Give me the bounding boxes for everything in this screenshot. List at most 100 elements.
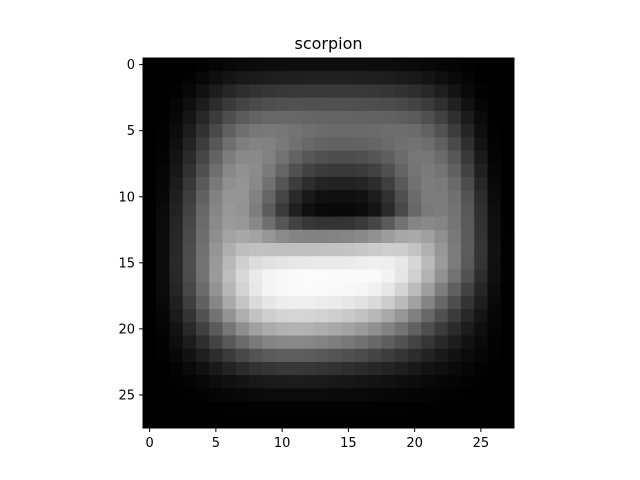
heatmap-cell [143,256,157,270]
heatmap-cell [341,71,356,85]
heatmap-cell [209,203,223,217]
heatmap-cell [169,375,184,389]
heatmap-cell [169,203,184,217]
heatmap-cell [421,243,435,257]
heatmap-cell [156,243,170,257]
heatmap-cell [447,335,462,350]
heatmap-cell [434,322,449,336]
heatmap-cell [182,243,197,257]
heatmap-cell [341,388,356,402]
heatmap-cell [394,84,409,99]
heatmap-cell [394,150,409,165]
heatmap-cell [288,190,303,204]
heatmap-cell [288,256,303,270]
heatmap-cell [474,282,488,297]
heatmap-cell [461,361,475,376]
heatmap-cell [169,163,184,178]
heatmap-cell [182,190,197,204]
heatmap-cell [461,58,475,72]
heatmap-cell [222,401,237,416]
heatmap-cell [408,401,422,416]
heatmap-cell [381,269,396,284]
heatmap-cell [249,243,263,257]
heatmap-cell [249,190,263,204]
y-tick-label: 10 [118,190,135,205]
heatmap-cell [156,190,170,204]
heatmap-cell [275,322,290,336]
heatmap-cell [262,58,276,72]
heatmap-cell [355,229,369,244]
heatmap-cell [182,163,197,178]
heatmap-cell [394,256,409,270]
heatmap-cell [381,243,396,257]
heatmap-cell [302,322,316,336]
heatmap-cell [196,295,210,310]
heatmap-cell [262,150,276,165]
heatmap-cell [381,295,396,310]
heatmap-cell [487,190,502,204]
heatmap-cell [355,256,369,270]
heatmap-cell [156,348,170,363]
heatmap-cell [381,58,396,72]
heatmap-cell [222,176,237,191]
heatmap-cell [500,361,515,376]
heatmap-cell [169,216,184,231]
heatmap-cell [222,150,237,165]
heatmap-cell [500,256,515,270]
heatmap-cell [143,110,157,125]
heatmap-cell [315,203,329,217]
heatmap-cell [262,361,276,376]
heatmap-cell [474,216,488,231]
heatmap-cell [461,137,475,151]
heatmap-cell [474,110,488,125]
heatmap-cell [461,190,475,204]
heatmap-cell [209,256,223,270]
heatmap-cell [156,361,170,376]
heatmap-cell [235,375,250,389]
heatmap-cell [275,348,290,363]
heatmap-cell [394,203,409,217]
heatmap-cell [222,243,237,257]
heatmap-cell [209,124,223,138]
heatmap-cell [328,137,343,151]
heatmap-cell [447,124,462,138]
heatmap-cell [182,124,197,138]
heatmap-cell [368,361,382,376]
heatmap-cell [474,150,488,165]
heatmap-cell [394,401,409,416]
x-tick-label: 10 [274,436,291,451]
heatmap-cell [288,97,303,112]
heatmap-cell [474,348,488,363]
heatmap-cell [421,190,435,204]
heatmap-cell [249,84,263,99]
heatmap-cell [262,401,276,416]
heatmap-cell [447,295,462,310]
heatmap-cell [341,322,356,336]
heatmap-cell [500,309,515,323]
heatmap-cell [487,229,502,244]
heatmap-cell [235,137,250,151]
heatmap-cell [474,401,488,416]
heatmap-cell [249,58,263,72]
heatmap-cell [341,176,356,191]
heatmap-cell [275,256,290,270]
heatmap-cell [474,269,488,284]
heatmap-cell [182,203,197,217]
heatmap-cell [249,401,263,416]
heatmap-cell [182,309,197,323]
heatmap-cell [328,388,343,402]
heatmap-cell [487,335,502,350]
heatmap-cell [288,282,303,297]
heatmap-cell [500,295,515,310]
heatmap-cell [368,124,382,138]
heatmap-cell [328,256,343,270]
heatmap-cell [434,361,449,376]
heatmap-cell [394,190,409,204]
heatmap-cell [169,414,184,429]
heatmap-cell [235,361,250,376]
y-tick-label: 25 [118,388,135,403]
heatmap-cell [315,388,329,402]
heatmap-cell [196,150,210,165]
heatmap-cell [143,150,157,165]
heatmap-cell [196,84,210,99]
